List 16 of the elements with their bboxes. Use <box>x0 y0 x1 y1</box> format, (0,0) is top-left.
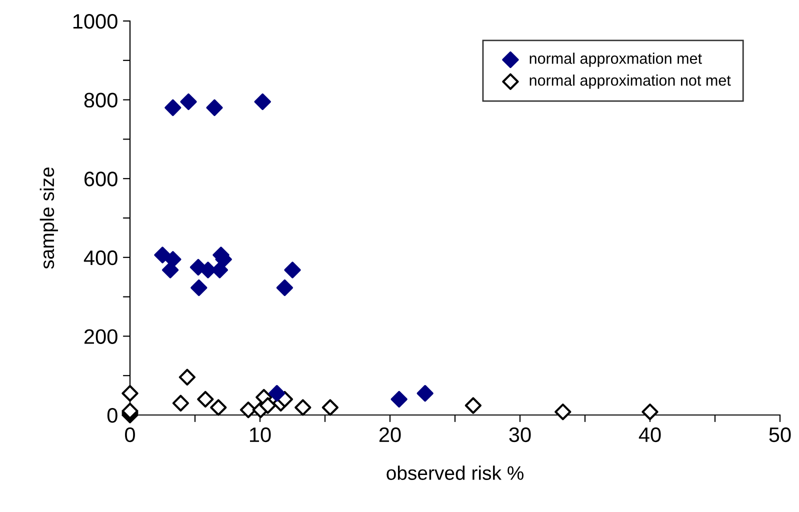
x-tick-label: 0 <box>125 427 135 442</box>
x-tick-label: 30 <box>509 427 531 442</box>
y-tick-label: 400 <box>84 250 118 266</box>
y-tick-label: 1000 <box>73 14 118 29</box>
y-tick-label: 0 <box>107 408 118 423</box>
y-tick-label: 800 <box>84 92 118 108</box>
legend-label: normal approxmation met <box>530 52 702 67</box>
y-tick-label: 600 <box>84 172 118 186</box>
x-tick-label: 40 <box>638 427 661 442</box>
x-axis-title: observed risk % <box>386 466 524 480</box>
x-tick-label: 10 <box>250 427 271 442</box>
legend-label: normal approximation not met <box>530 74 731 89</box>
y-tick-label: 200 <box>84 329 118 344</box>
y-axis-title: sample size <box>40 168 58 269</box>
x-tick-label: 50 <box>769 427 791 442</box>
x-tick-label: 20 <box>379 427 401 442</box>
